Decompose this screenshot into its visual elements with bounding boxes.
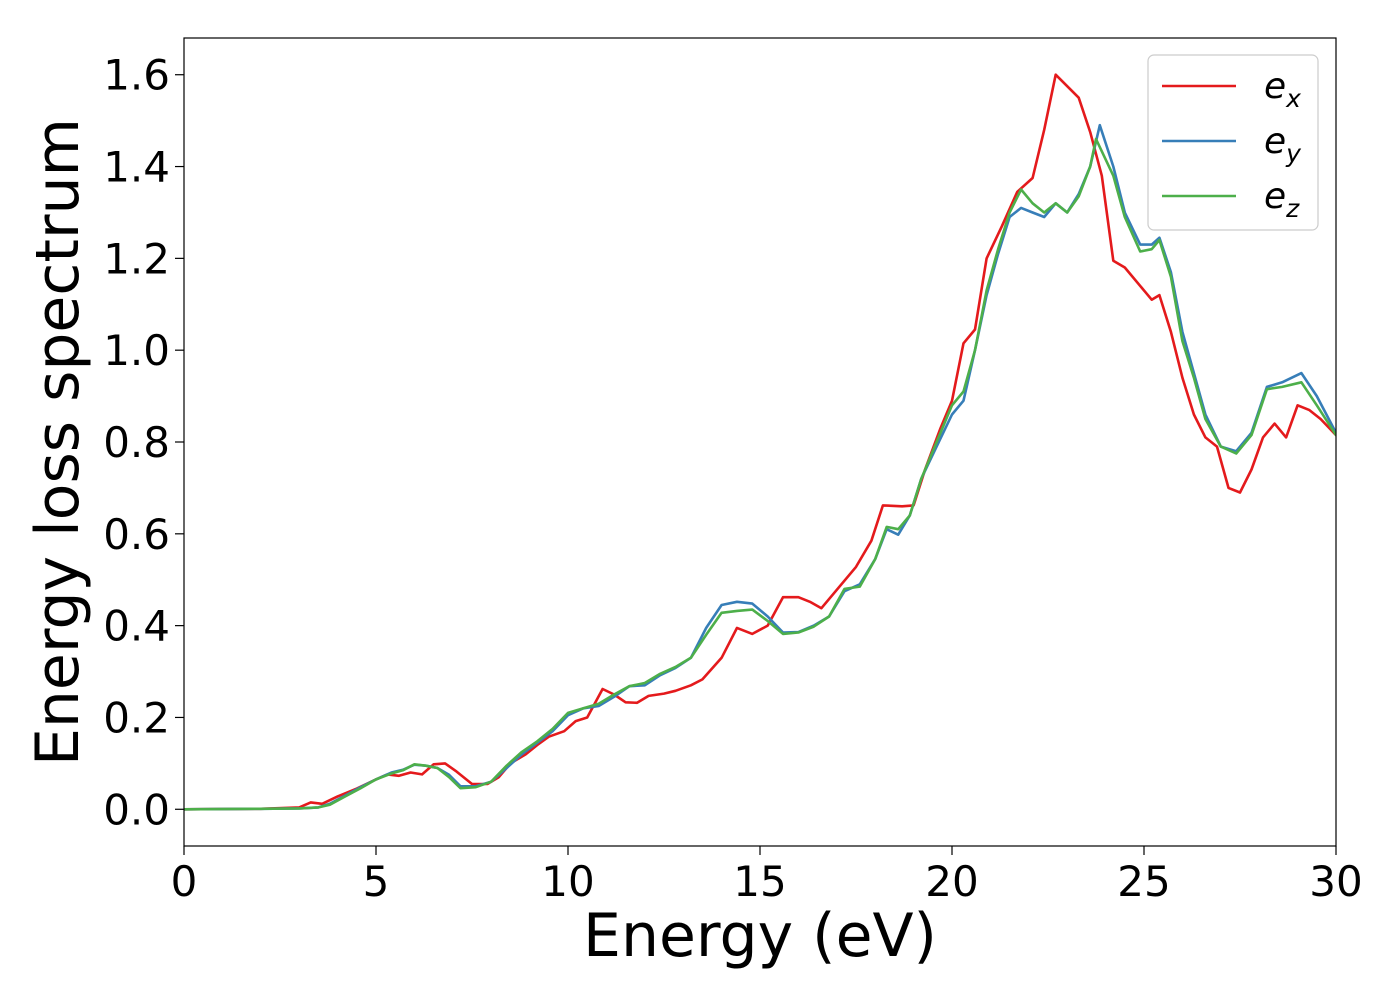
x-tick-label: 5 xyxy=(363,857,390,906)
x-tick-label: 0 xyxy=(171,857,198,906)
x-tick-label: 10 xyxy=(541,857,594,906)
x-axis-label: Energy (eV) xyxy=(583,901,937,971)
y-tick-label: 1.4 xyxy=(103,143,170,192)
y-tick-label: 0.0 xyxy=(103,785,170,834)
y-tick-label: 1.2 xyxy=(103,234,170,283)
y-tick-label: 0.2 xyxy=(103,693,170,742)
y-tick-label: 0.8 xyxy=(103,418,170,467)
y-tick-label: 0.4 xyxy=(103,602,170,651)
y-axis-ticks: 0.0 0.2 0.4 0.6 0.8 1.0 1.2 1.4 1.6 xyxy=(103,51,184,834)
x-tick-label: 20 xyxy=(925,857,978,906)
series-line-e-x xyxy=(184,73,1336,811)
y-tick-label: 1.6 xyxy=(103,51,170,100)
x-axis-ticks: 0 5 10 15 20 25 30 xyxy=(171,846,1363,906)
y-tick-label: 1.0 xyxy=(103,326,170,375)
x-tick-label: 15 xyxy=(733,857,786,906)
series-line-e-z xyxy=(184,137,1336,811)
legend-frame xyxy=(1147,54,1319,231)
series-lines xyxy=(184,73,1336,811)
y-axis-label: Energy loss spectrum xyxy=(23,118,93,766)
x-tick-label: 30 xyxy=(1309,857,1362,906)
y-tick-label: 0.6 xyxy=(103,510,170,559)
x-tick-label: 25 xyxy=(1117,857,1170,906)
